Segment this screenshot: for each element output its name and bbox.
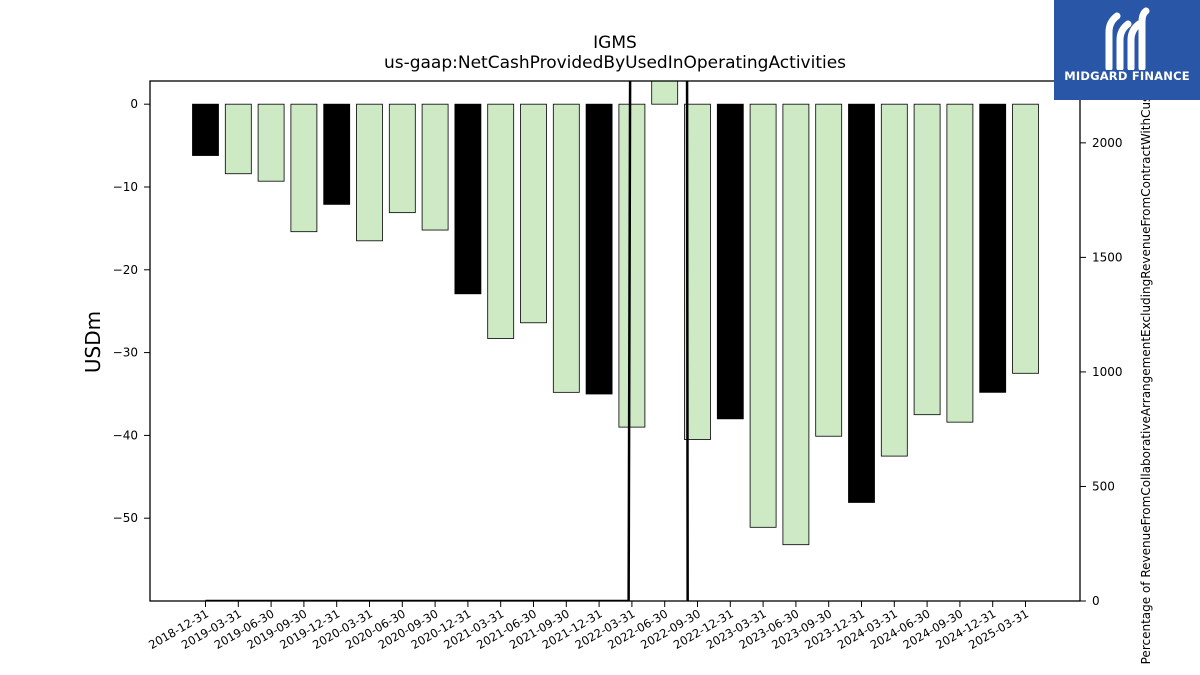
y2-tick-label-0: 0 <box>1092 594 1100 608</box>
bar-2019-06-30 <box>257 103 285 182</box>
bar-2019-03-31 <box>224 103 252 175</box>
bar-2020-06-30 <box>388 103 416 214</box>
y-tick-label--40: −40 <box>113 428 138 442</box>
secondary-series-line <box>205 81 689 601</box>
y-axis-label: USDm <box>81 311 105 373</box>
bar-2023-12-31 <box>848 103 875 503</box>
plot-frame <box>149 80 1081 602</box>
bar-2024-09-30 <box>946 103 974 423</box>
y-tick-label--50: −50 <box>113 511 138 525</box>
bar-2024-12-31 <box>979 103 1007 393</box>
bar-2021-03-31 <box>487 103 515 339</box>
y-tick-label--30: −30 <box>113 346 138 360</box>
bar-2023-03-31 <box>749 103 777 528</box>
y2-tick-label-2000: 2000 <box>1092 136 1123 150</box>
bar-2019-12-31 <box>323 103 351 205</box>
y2-tick-label-1000: 1000 <box>1092 365 1123 379</box>
y-tick-label--10: −10 <box>113 180 138 194</box>
chart-title: IGMS <box>593 33 637 53</box>
y2-axis-label: Percentage of RevenueFromCollaborativeAr… <box>1139 60 1153 665</box>
bar-2021-12-31 <box>585 103 613 395</box>
logo-mark-icon <box>1105 7 1150 70</box>
bar-2022-06-30 <box>651 80 679 105</box>
bar-2020-03-31 <box>356 103 383 242</box>
bar-2020-12-31 <box>454 103 482 295</box>
bar-2019-09-30 <box>290 103 318 233</box>
bar-2022-09-30 <box>684 103 711 440</box>
bar-2021-06-30 <box>520 103 547 324</box>
bar-2024-03-31 <box>880 103 908 457</box>
bar-2022-12-31 <box>716 103 744 420</box>
chart-subtitle: us-gaap:NetCashProvidedByUsedInOperating… <box>384 53 846 73</box>
y-tick-label--20: −20 <box>113 263 138 277</box>
bar-2023-09-30 <box>815 103 843 437</box>
bar-2023-06-30 <box>782 103 810 546</box>
midgard-finance-logo: MIDGARD FINANCE <box>1054 0 1200 100</box>
bar-2020-09-30 <box>421 103 449 231</box>
bar-2018-12-31 <box>192 103 219 156</box>
bar-2025-03-31 <box>1012 103 1039 374</box>
bar-2021-09-30 <box>552 103 580 393</box>
logo-text: MIDGARD FINANCE <box>1064 69 1190 83</box>
y2-tick-label-1500: 1500 <box>1092 250 1123 264</box>
bar-2022-03-31 <box>618 103 646 428</box>
y2-tick-label-500: 500 <box>1092 479 1115 493</box>
y-tick-label-0: 0 <box>130 97 138 111</box>
bar-2024-06-30 <box>913 103 941 416</box>
